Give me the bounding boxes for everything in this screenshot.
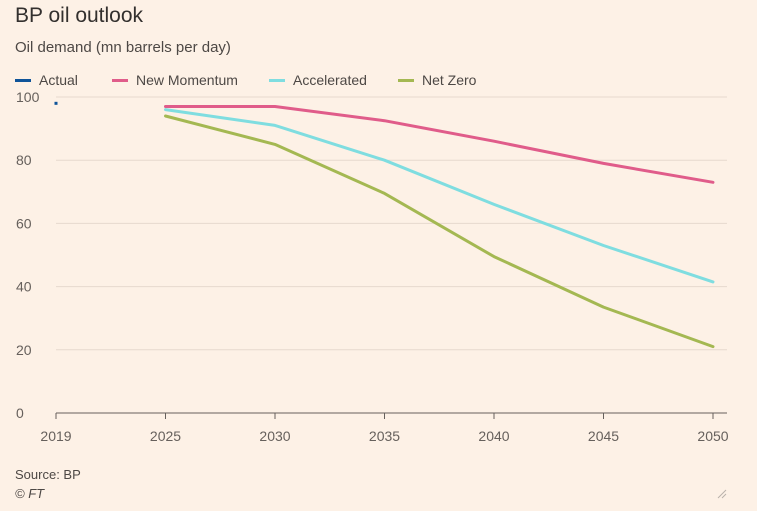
legend-item-accelerated: Accelerated	[269, 72, 367, 88]
series-line-new-momentum	[164, 105, 715, 184]
x-tick-label-2030: 2030	[259, 428, 290, 444]
series-point-actual	[54, 101, 58, 105]
resize-handle-icon	[717, 489, 727, 499]
y-tick-label-40: 40	[16, 279, 32, 295]
series-line-net-zero	[164, 114, 715, 349]
x-tick-label-2040: 2040	[478, 428, 509, 444]
legend-label-actual: Actual	[39, 72, 78, 88]
legend-swatch-new-momentum	[112, 78, 128, 82]
chart-title: BP oil outlook	[15, 4, 144, 27]
legend-label-net-zero: Net Zero	[422, 72, 477, 88]
x-tick-label-2050: 2050	[697, 428, 728, 444]
series-line-accelerated	[164, 108, 715, 284]
legend-label-accelerated: Accelerated	[293, 72, 367, 88]
legend-swatch-actual	[15, 78, 31, 82]
x-tick-label-2035: 2035	[369, 428, 400, 444]
x-tick-label-2045: 2045	[588, 428, 619, 444]
source-note: Source: BP	[15, 467, 81, 482]
legend-item-net-zero: Net Zero	[398, 72, 476, 88]
y-tick-label-80: 80	[16, 152, 32, 168]
x-tick-label-2025: 2025	[150, 428, 181, 444]
legend-item-new-momentum: New Momentum	[112, 72, 238, 88]
legend-swatch-net-zero	[398, 78, 414, 82]
y-tick-label-0: 0	[16, 405, 24, 421]
legend-label-new-momentum: New Momentum	[136, 72, 238, 88]
legend-item-actual: Actual	[15, 72, 78, 88]
legend-swatch-accelerated	[269, 78, 285, 82]
chart-subtitle: Oil demand (mn barrels per day)	[15, 39, 231, 56]
y-tick-label-20: 20	[16, 342, 32, 358]
y-tick-label-100: 100	[16, 89, 40, 105]
copyright-note: © FT	[15, 486, 45, 501]
y-tick-label-60: 60	[16, 215, 32, 231]
x-tick-label-2019: 2019	[40, 428, 71, 444]
